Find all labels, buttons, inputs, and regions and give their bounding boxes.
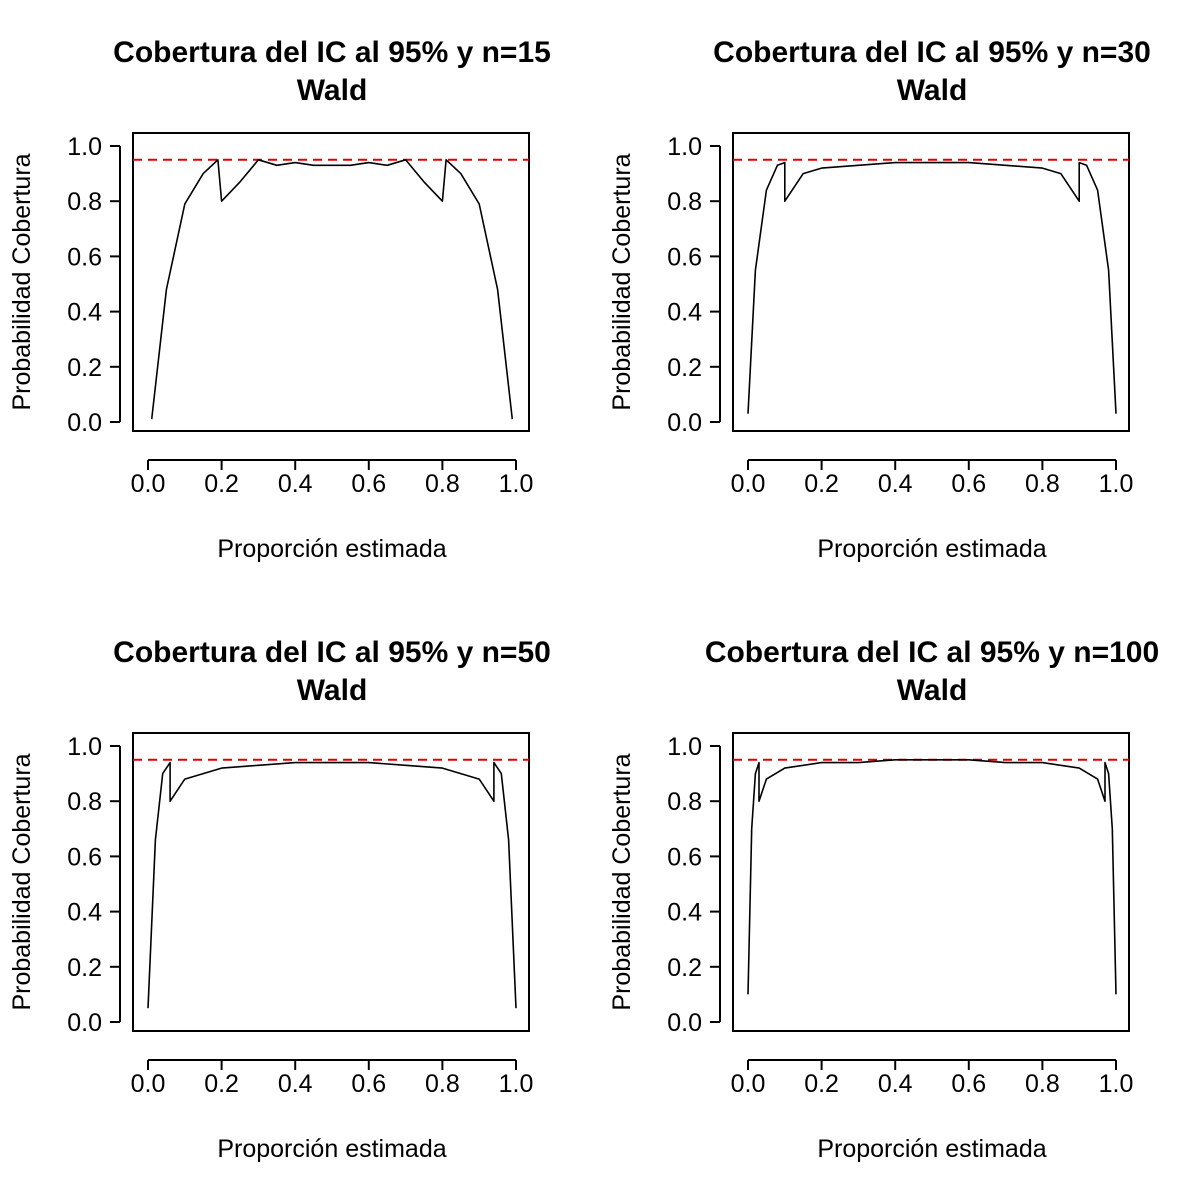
chart-panel-n15: Cobertura del IC al 95% y n=15 Wald 0.0 0.2… (8, 36, 551, 563)
y-tick-label: 0.4 (667, 899, 702, 927)
x-tick-label: 0.0 (731, 1070, 766, 1098)
x-tick-label: 0.0 (731, 470, 766, 498)
x-tick-label: 0.8 (1025, 1070, 1060, 1098)
x-tick-label: 1.0 (1099, 470, 1134, 498)
x-axis-label: Proporción estimada (217, 1135, 446, 1163)
y-tick-label: 0.2 (667, 954, 702, 982)
y-axis-label: Probabilidad Cobertura (608, 153, 636, 410)
y-axis-label: Probabilidad Cobertura (608, 753, 636, 1010)
x-axis-label: Proporción estimada (217, 535, 446, 563)
y-tick-label: 0.8 (667, 788, 702, 816)
y-tick-label: 0.4 (67, 299, 102, 327)
x-tick-label: 0.4 (878, 470, 913, 498)
x-tick-label: 0.4 (278, 470, 313, 498)
y-tick-label: 0.4 (667, 299, 702, 327)
y-tick-label: 0.4 (67, 899, 102, 927)
y-tick-label: 1.0 (667, 733, 702, 761)
x-tick-label: 0.2 (804, 1070, 839, 1098)
x-tick-label: 0.0 (131, 470, 166, 498)
x-axis-label: Proporción estimada (817, 1135, 1046, 1163)
chart-subtitle: Wald (897, 674, 968, 707)
y-tick-label: 0.8 (67, 788, 102, 816)
x-tick-label: 0.2 (204, 470, 239, 498)
y-tick-label: 0.8 (667, 188, 702, 216)
x-tick-label: 0.6 (951, 470, 986, 498)
chart-title: Cobertura del IC al 95% y n=100 (705, 636, 1159, 669)
chart-title: Cobertura del IC al 95% y n=15 (113, 36, 551, 69)
chart-title: Cobertura del IC al 95% y n=30 (713, 36, 1151, 69)
y-tick-label: 0.2 (67, 954, 102, 982)
x-tick-label: 1.0 (499, 470, 534, 498)
y-tick-label: 0.6 (667, 843, 702, 871)
chart-subtitle: Wald (297, 74, 368, 107)
x-axis-label: Proporción estimada (817, 535, 1046, 563)
y-tick-label: 0.6 (67, 843, 102, 871)
y-tick-label: 0.0 (667, 1009, 702, 1037)
coverage-line (147, 761, 517, 1009)
y-tick-label: 0.2 (67, 354, 102, 382)
x-tick-label: 0.0 (131, 1070, 166, 1098)
x-tick-label: 0.8 (1025, 470, 1060, 498)
plot-frame (732, 132, 1130, 432)
y-axis-label: Probabilidad Cobertura (8, 753, 36, 1010)
y-tick-label: 0.0 (67, 1009, 102, 1037)
x-tick-label: 0.6 (951, 1070, 986, 1098)
x-tick-label: 0.2 (204, 1070, 239, 1098)
plot-frame (732, 732, 1130, 1032)
x-tick-label: 1.0 (499, 1070, 534, 1098)
x-tick-label: 0.4 (878, 1070, 913, 1098)
y-tick-label: 0.0 (67, 409, 102, 437)
y-tick-label: 0.8 (67, 188, 102, 216)
y-tick-label: 0.0 (667, 409, 702, 437)
chart-subtitle: Wald (897, 74, 968, 107)
y-tick-label: 0.6 (67, 243, 102, 271)
coverage-line (747, 759, 1117, 995)
chart-title: Cobertura del IC al 95% y n=50 (113, 636, 551, 669)
y-axis-label: Probabilidad Cobertura (8, 153, 36, 410)
x-tick-label: 0.6 (351, 470, 386, 498)
x-tick-label: 1.0 (1099, 1070, 1134, 1098)
chart-panel-n50: Cobertura del IC al 95% y n=50 Wald 0.0 0.2… (8, 636, 551, 1163)
chart-subtitle: Wald (297, 674, 368, 707)
coverage-line (747, 161, 1117, 414)
plot-frame (132, 132, 530, 432)
plot-frame (132, 732, 530, 1032)
y-tick-label: 0.2 (667, 354, 702, 382)
y-tick-label: 1.0 (67, 133, 102, 161)
coverage-line (150, 159, 514, 420)
x-tick-label: 0.2 (804, 470, 839, 498)
chart-panel-n30: Cobertura del IC al 95% y n=30 Wald 0.0 0.2… (608, 36, 1151, 563)
x-tick-label: 0.4 (278, 1070, 313, 1098)
y-tick-label: 1.0 (667, 133, 702, 161)
x-tick-label: 0.6 (351, 1070, 386, 1098)
y-tick-label: 0.6 (667, 243, 702, 271)
x-tick-label: 0.8 (425, 470, 460, 498)
x-tick-label: 0.8 (425, 1070, 460, 1098)
chart-panel-n100: Cobertura del IC al 95% y n=100 Wald 0.0 0.… (608, 636, 1159, 1163)
y-tick-label: 1.0 (67, 733, 102, 761)
